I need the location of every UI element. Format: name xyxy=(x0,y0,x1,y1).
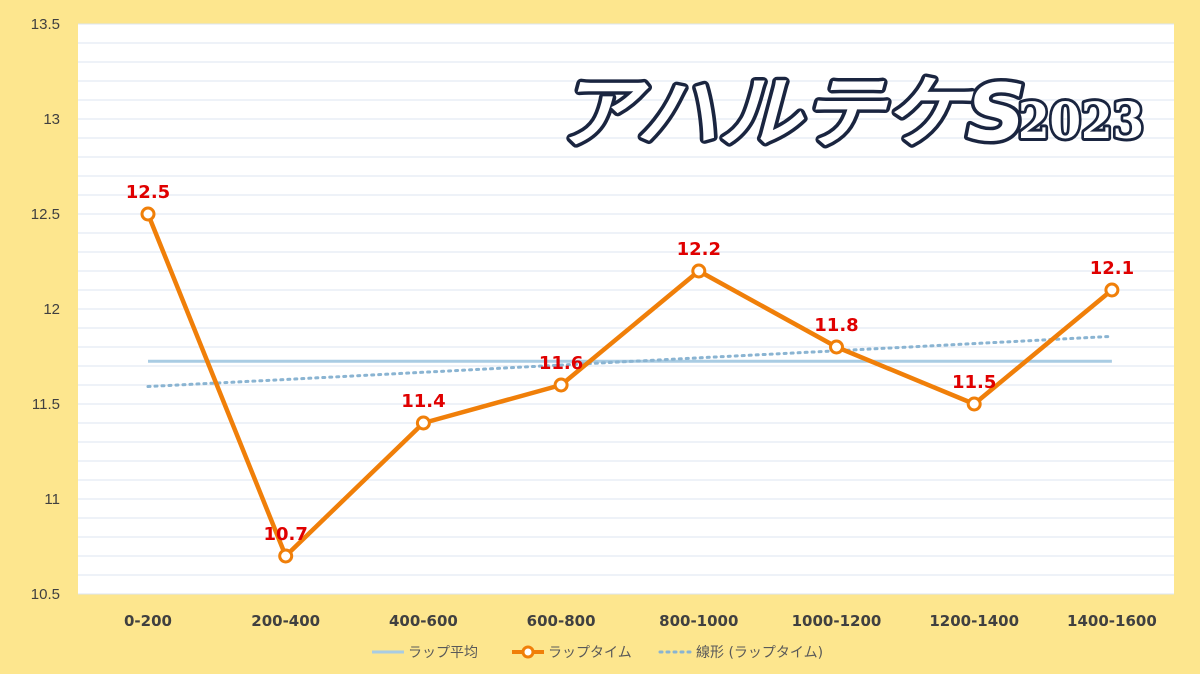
data-label: 11.8 xyxy=(814,315,858,336)
chart-title-text: アハルテケS xyxy=(556,69,1026,159)
data-label: 11.5 xyxy=(952,372,996,393)
trend-line xyxy=(146,334,1114,389)
legend-label-average: ラップ平均 xyxy=(408,645,478,661)
y-tick-label: 12.5 xyxy=(31,206,60,223)
legend-label-trend: 線形 (ラップタイム) xyxy=(696,645,823,661)
y-tick-label: 13.5 xyxy=(31,16,60,33)
data-label: 12.5 xyxy=(126,182,170,203)
y-tick-label: 10.5 xyxy=(31,586,60,603)
x-tick-label: 1400-1600 xyxy=(1067,612,1157,630)
chart-title: アハルテケS 2023 xyxy=(553,66,1148,163)
lap-time-point xyxy=(140,206,156,222)
data-label: 11.6 xyxy=(539,353,583,374)
x-tick-label: 1000-1200 xyxy=(792,612,882,630)
legend-marker-lap-time xyxy=(521,645,535,659)
x-tick-label: 1200-1400 xyxy=(929,612,1019,630)
lap-time-point xyxy=(829,339,844,355)
data-labels: 12.5 10.7 11.4 11.6 12.2 11.8 11.5 12.1 xyxy=(126,182,1134,545)
data-label: 10.7 xyxy=(263,524,307,545)
y-tick-label: 12 xyxy=(43,301,60,318)
chart-title-year: 2023 xyxy=(1018,91,1144,150)
x-axis-tick-labels: 0-200 200-400 400-600 600-800 800-1000 1000-1… xyxy=(124,612,1157,630)
data-markers xyxy=(140,206,1120,564)
legend: ラップ平均 ラップタイム 線形 (ラップタイム) xyxy=(372,645,823,661)
series-lines xyxy=(145,213,1114,559)
x-tick-label: 600-800 xyxy=(527,612,596,630)
x-tick-label: 800-1000 xyxy=(659,612,738,630)
lap-time-point xyxy=(966,396,982,412)
y-tick-label: 13 xyxy=(43,111,60,128)
x-tick-label: 200-400 xyxy=(251,612,320,630)
data-label: 11.4 xyxy=(401,391,445,412)
lap-time-point xyxy=(278,548,294,564)
legend-label-lap-time: ラップタイム xyxy=(548,645,632,661)
y-axis-tick-labels: 10.5 11 11.5 12 12.5 13 13.5 xyxy=(31,16,60,603)
lap-time-point xyxy=(691,263,707,279)
x-tick-label: 0-200 xyxy=(124,612,172,630)
y-tick-label: 11 xyxy=(44,491,60,508)
lap-time-point xyxy=(553,377,569,393)
data-label: 12.1 xyxy=(1090,258,1134,279)
x-tick-label: 400-600 xyxy=(389,612,458,630)
lap-time-point xyxy=(415,415,431,431)
lap-time-line xyxy=(145,213,1114,559)
data-label: 12.2 xyxy=(677,239,721,260)
y-tick-label: 11.5 xyxy=(32,396,60,413)
lap-time-point xyxy=(1104,282,1120,298)
